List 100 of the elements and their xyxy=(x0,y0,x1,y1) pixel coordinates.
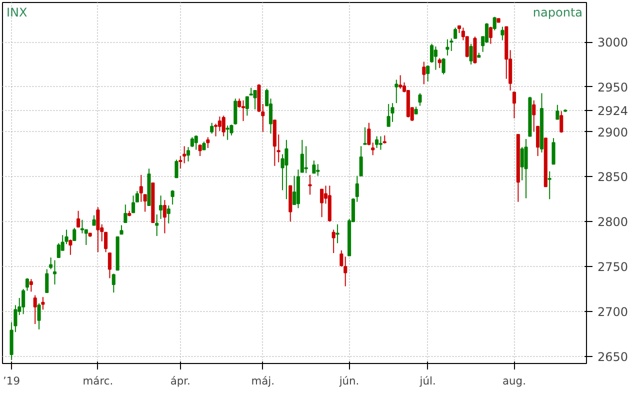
candlestick xyxy=(548,170,552,200)
candlestick xyxy=(316,164,320,176)
candlestick xyxy=(253,90,257,110)
candlestick xyxy=(174,159,178,178)
chart-title: INX xyxy=(6,6,28,20)
candlestick xyxy=(80,219,84,234)
candlestick xyxy=(41,296,45,310)
x-tick-label: márc. xyxy=(82,374,114,388)
candlestick xyxy=(135,190,139,202)
candlestick xyxy=(371,142,375,156)
candlestick xyxy=(190,136,194,148)
candlestick xyxy=(155,214,159,236)
candlestick xyxy=(367,122,371,146)
candlestick xyxy=(56,242,60,258)
candlestick xyxy=(469,43,473,65)
candlestick xyxy=(340,250,344,268)
candlestick xyxy=(450,38,454,52)
candlestick xyxy=(112,273,116,294)
y-tick-label: 2800 xyxy=(598,215,628,230)
candlestick xyxy=(33,294,37,324)
candlestick xyxy=(492,16,496,31)
x-tick-label: jún. xyxy=(338,374,360,388)
candlestick xyxy=(170,190,174,206)
candlestick xyxy=(552,138,556,165)
candlestick xyxy=(214,123,218,137)
x-tick-label: máj. xyxy=(251,374,275,388)
candlestick xyxy=(162,200,166,234)
candlestick xyxy=(132,195,136,214)
candlestick xyxy=(108,252,112,279)
x-tick-label: ’19 xyxy=(3,374,20,388)
candlestick xyxy=(182,146,186,164)
candlestick xyxy=(52,260,57,285)
candlestick xyxy=(194,134,198,150)
candlestick xyxy=(378,136,382,150)
candlestick xyxy=(512,90,516,119)
candlestick xyxy=(394,79,398,104)
candlestick xyxy=(300,139,304,173)
candlestick xyxy=(234,98,238,126)
candlestick xyxy=(210,122,214,134)
y-tick-label: 2900 xyxy=(598,125,628,140)
candlestick xyxy=(226,125,230,140)
candlestick xyxy=(245,96,249,116)
y-tick-label: 2924 xyxy=(598,104,628,118)
y-tick-label: 2650 xyxy=(598,350,628,364)
candlestick xyxy=(304,146,308,174)
y-tick-label: 2950 xyxy=(598,80,628,94)
candlestick xyxy=(500,26,504,41)
candlestick xyxy=(72,227,76,241)
candlestick xyxy=(426,64,430,82)
x-tick-label: ápr. xyxy=(170,374,190,388)
candlestick xyxy=(375,136,379,148)
candlestick xyxy=(308,174,312,196)
candlestick xyxy=(438,58,442,69)
candlestick xyxy=(398,74,402,90)
candlestick xyxy=(312,160,316,174)
candlestick xyxy=(344,256,348,287)
candlestick xyxy=(206,136,210,148)
candlestick xyxy=(332,229,336,254)
candlestick xyxy=(222,115,226,137)
candlestick xyxy=(524,138,528,199)
candlestick xyxy=(520,146,524,181)
y-tick-label: 2700 xyxy=(598,304,628,319)
candlestick xyxy=(434,46,438,70)
candlestick xyxy=(92,214,96,226)
x-tick-label: júl. xyxy=(418,374,436,388)
candlestick xyxy=(320,188,324,218)
candlestick xyxy=(186,146,190,162)
candlestick xyxy=(556,104,560,120)
candlestick xyxy=(560,110,564,134)
candlestick xyxy=(488,26,492,44)
candlestick xyxy=(198,144,202,157)
candlestick xyxy=(418,92,422,106)
candlestick xyxy=(363,126,367,145)
candlestick xyxy=(241,100,246,122)
x-tick-label: aug. xyxy=(502,374,526,388)
candlestick xyxy=(359,146,363,176)
candlestick xyxy=(84,229,88,246)
candlestick xyxy=(284,139,288,200)
candlestick xyxy=(45,268,49,294)
candlestick xyxy=(230,124,234,136)
candlestick xyxy=(143,194,147,212)
candlestick xyxy=(178,156,182,170)
candlestick xyxy=(386,103,390,127)
y-tick-label: 2750 xyxy=(598,260,628,274)
candlestick xyxy=(422,61,426,85)
candlestick xyxy=(442,58,446,75)
candlestick xyxy=(446,38,450,56)
candlestick xyxy=(454,27,458,39)
candlestick xyxy=(29,278,33,292)
candlestick xyxy=(484,22,489,44)
y-tick-label: 2850 xyxy=(598,170,628,184)
candlestick xyxy=(124,204,128,224)
candlestick xyxy=(139,174,143,202)
candlestick xyxy=(68,239,72,256)
candlestick xyxy=(158,195,163,220)
candlestick xyxy=(261,103,265,132)
candlestick xyxy=(37,302,41,330)
y-tick-label: 3000 xyxy=(598,36,628,50)
candlestick xyxy=(96,206,100,253)
candlestick xyxy=(166,204,170,224)
